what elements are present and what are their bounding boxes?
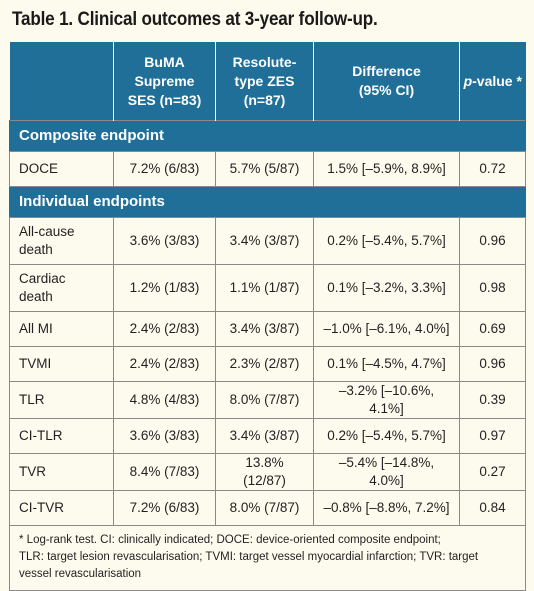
row-label-line: TLR (19, 392, 45, 407)
difference-cell: 0.1% [–4.5%, 4.7%] (313, 346, 460, 382)
p-value-cell: 0.72 (459, 151, 526, 187)
header-buma-line: BuMA (144, 53, 185, 70)
footnote-row: * Log-rank test. CI: clinically indicate… (9, 525, 526, 591)
zes-cell: 2.3% (2/87) (215, 346, 314, 382)
header-buma-line: SES (n=83) (127, 91, 202, 108)
p-value-cell: 0.96 (459, 346, 526, 382)
row-label-line: All MI (19, 321, 53, 336)
header-buma-line: Supreme (134, 72, 195, 89)
footnote-line: TLR: target lesion revascularisation; TV… (19, 551, 479, 563)
zes-cell: 1.1% (1/87) (215, 264, 314, 312)
buma-cell: 3.6% (3/83) (113, 418, 216, 454)
header-zes: Resolute- type ZES (n=87) (215, 42, 314, 121)
row-label-line: DOCE (19, 161, 59, 176)
zes-cell: 5.7% (5/87) (215, 151, 314, 187)
header-p-rest: -value (472, 72, 513, 89)
row-label-line: death (19, 242, 53, 257)
p-value-cell: 0.69 (459, 311, 526, 347)
section-row: Individual endpoints (9, 186, 526, 218)
p-value-cell: 0.97 (459, 418, 526, 454)
buma-cell: 7.2% (6/83) (113, 490, 216, 526)
difference-cell: –3.2% [–10.6%, 4.1%] (313, 381, 460, 419)
header-difference: Difference (95% CI) (313, 42, 460, 121)
header-row: BuMA Supreme SES (n=83) Resolute- type Z… (9, 42, 526, 121)
header-difference-line: Difference (352, 63, 421, 79)
row-label-line: Cardiac (19, 271, 66, 286)
table-row: TVR 8.4% (7/83) 13.8% (12/87) –5.4% [–14.8%… (9, 453, 526, 491)
difference-cell: 0.1% [–3.2%, 3.3%] (313, 264, 460, 312)
table-row: DOCE 7.2% (6/83) 5.7% (5/87) 1.5% [–5.9%, 8… (9, 151, 526, 187)
table-row: TLR 4.8% (4/83) 8.0% (7/87) –3.2% [–10.6%, … (9, 381, 526, 419)
buma-cell: 1.2% (1/83) (113, 264, 216, 312)
table-row: All-cause death 3.6% (3/83) 3.4% (3/87) 0.2%… (9, 217, 526, 265)
table-body: Composite endpoint DOCE 7.2% (6/83) 5.7% (5… (9, 120, 526, 591)
p-value-cell: 0.96 (459, 217, 526, 265)
endpoint-cell: Cardiac death (9, 264, 114, 312)
endpoint-cell: TVR (9, 453, 114, 491)
p-value-cell: 0.84 (459, 490, 526, 526)
header-difference-line: (95% CI) (358, 82, 415, 98)
section-label: Individual endpoints (9, 186, 526, 218)
p-value-cell: 0.27 (459, 453, 526, 491)
zes-cell: 13.8% (12/87) (215, 453, 314, 491)
table-row: CI-TLR 3.6% (3/83) 3.4% (3/87) 0.2% [–5.4%,… (9, 418, 526, 454)
row-label-line: death (19, 289, 53, 304)
row-label-line: All-cause (19, 224, 75, 239)
table-title: Table 1. Clinical outcomes at 3-year fol… (12, 9, 378, 30)
endpoint-cell: CI-TVR (9, 490, 114, 526)
difference-cell: 0.2% [–5.4%, 5.7%] (313, 217, 460, 265)
footnote: * Log-rank test. CI: clinically indicate… (9, 525, 526, 591)
header-zes-line: Resolute- (232, 53, 297, 70)
buma-cell: 3.6% (3/83) (113, 217, 216, 265)
table-row: All MI 2.4% (2/83) 3.4% (3/87) –1.0% [–6.1%… (9, 311, 526, 347)
header-p-value: p-value * (459, 42, 526, 121)
zes-cell: 3.4% (3/87) (215, 217, 314, 265)
endpoint-cell: TLR (9, 381, 114, 419)
header-zes-line: (n=87) (243, 91, 286, 108)
zes-cell: 8.0% (7/87) (215, 490, 314, 526)
difference-cell: 0.2% [–5.4%, 5.7%] (313, 418, 460, 454)
buma-cell: 2.4% (2/83) (113, 346, 216, 382)
endpoint-cell: All-cause death (9, 217, 114, 265)
endpoint-cell: CI-TLR (9, 418, 114, 454)
endpoint-cell: All MI (9, 311, 114, 347)
row-label-line: CI-TVR (19, 500, 64, 515)
zes-cell: 8.0% (7/87) (215, 381, 314, 419)
outcomes-table: BuMA Supreme SES (n=83) Resolute- type Z… (9, 42, 526, 591)
footnote-line: * Log-rank test. CI: clinically indicate… (19, 534, 441, 546)
header-p-mark: * (516, 72, 522, 89)
difference-cell: –1.0% [–6.1%, 4.0%] (313, 311, 460, 347)
header-buma: BuMA Supreme SES (n=83) (113, 42, 216, 121)
buma-cell: 8.4% (7/83) (113, 453, 216, 491)
p-value-cell: 0.39 (459, 381, 526, 419)
row-label-line: TVMI (19, 356, 52, 371)
row-label-line: CI-TLR (19, 428, 63, 443)
difference-cell: 1.5% [–5.9%, 8.9%] (313, 151, 460, 187)
section-row: Composite endpoint (9, 120, 526, 152)
endpoint-cell: DOCE (9, 151, 114, 187)
p-value-cell: 0.98 (459, 264, 526, 312)
table-figure: Table 1. Clinical outcomes at 3-year fol… (9, 9, 526, 591)
header-zes-line: type ZES (234, 72, 295, 89)
footnote-line: vessel revascularisation (19, 568, 142, 580)
buma-cell: 4.8% (4/83) (113, 381, 216, 419)
table-row: TVMI 2.4% (2/83) 2.3% (2/87) 0.1% [–4.5%, 4… (9, 346, 526, 382)
zes-cell: 3.4% (3/87) (215, 418, 314, 454)
table-row: CI-TVR 7.2% (6/83) 8.0% (7/87) –0.8% [–8.8%… (9, 490, 526, 526)
endpoint-cell: TVMI (9, 346, 114, 382)
buma-cell: 7.2% (6/83) (113, 151, 216, 187)
difference-cell: –5.4% [–14.8%, 4.0%] (313, 453, 460, 491)
difference-cell: –0.8% [–8.8%, 7.2%] (313, 490, 460, 526)
row-label-line: TVR (19, 464, 46, 479)
buma-cell: 2.4% (2/83) (113, 311, 216, 347)
zes-cell: 3.4% (3/87) (215, 311, 314, 347)
table-row: Cardiac death 1.2% (1/83) 1.1% (1/87) 0.1% [… (9, 264, 526, 312)
section-label: Composite endpoint (9, 120, 526, 152)
header-p-italic: p (463, 72, 473, 89)
header-empty (9, 42, 114, 121)
